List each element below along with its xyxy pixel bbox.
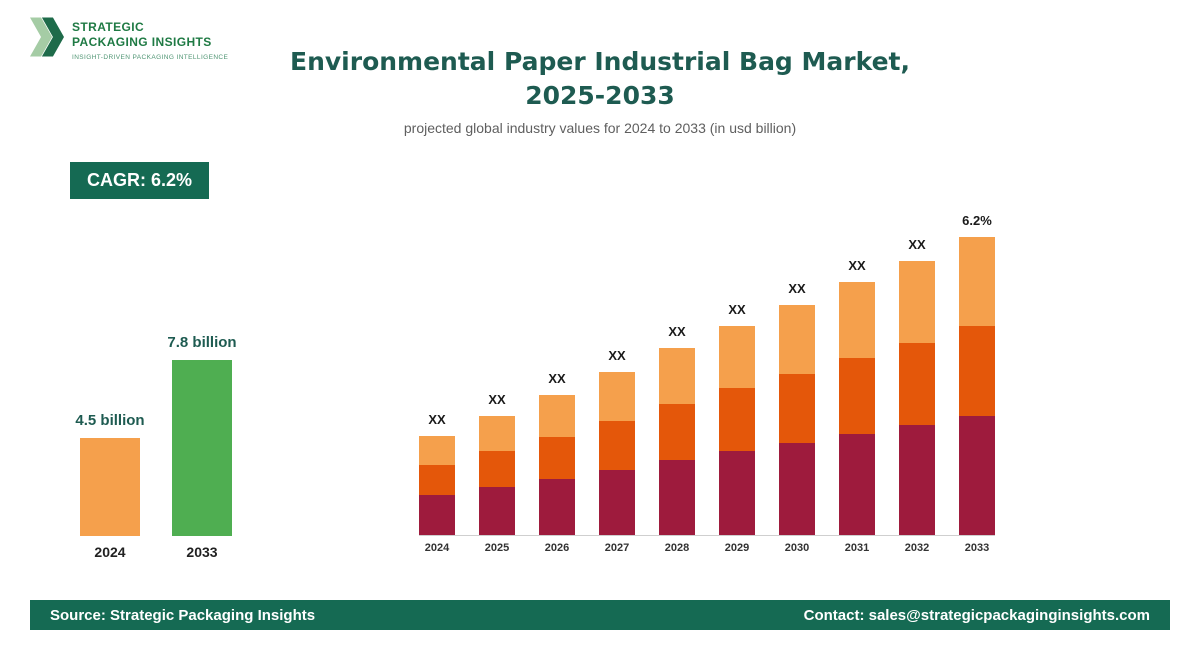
segment-top — [479, 416, 515, 451]
bar-value-label: XX — [728, 302, 746, 317]
projection-year-labels: 2024 2025 2026 2027 2028 2029 2030 2031 2032 2033 — [419, 542, 995, 554]
bar-value-label: XX — [848, 258, 866, 273]
projection-year-label: 2028 — [664, 542, 690, 554]
summary-bar-2024: 4.5 billion — [75, 412, 145, 536]
segment-bottom — [959, 416, 995, 535]
projection-year-label: 2033 — [964, 542, 990, 554]
page-title-line-1: Environmental Paper Industrial Bag Marke… — [290, 47, 910, 76]
stacked-bar-2029: XX — [719, 302, 755, 535]
segment-top — [779, 305, 815, 374]
segment-bottom — [419, 495, 455, 535]
segment-top — [599, 372, 635, 421]
summary-bar — [80, 438, 140, 536]
stacked-bar-2028: XX — [659, 324, 695, 535]
summary-year-label: 2033 — [186, 544, 218, 560]
segment-middle — [419, 465, 455, 495]
projection-year-label: 2029 — [724, 542, 750, 554]
segment-top — [839, 282, 875, 358]
cagr-badge: CAGR: 6.2% — [70, 162, 210, 199]
header: Environmental Paper Industrial Bag Marke… — [0, 45, 1200, 136]
bar-value-label: XX — [488, 392, 506, 407]
bar-value-label: 6.2% — [962, 213, 992, 228]
projection-year-label: 2025 — [484, 542, 510, 554]
bar-value-label: XX — [608, 348, 626, 363]
segment-bottom — [719, 451, 755, 535]
segment-bottom — [599, 470, 635, 535]
segment-middle — [959, 326, 995, 416]
segment-top — [419, 436, 455, 465]
segment-bottom — [779, 443, 815, 535]
segment-bottom — [899, 425, 935, 535]
stacked-bar-2030: XX — [779, 281, 815, 535]
brand-logo: STRATEGIC PACKAGING INSIGHTS INSIGHT-DRI… — [30, 14, 228, 65]
segment-bottom — [539, 479, 575, 535]
segment-top — [719, 326, 755, 388]
segment-middle — [659, 404, 695, 460]
footer-bar: Source: Strategic Packaging Insights Con… — [30, 600, 1170, 630]
projection-year-label: 2027 — [604, 542, 630, 554]
projection-year-label: 2031 — [844, 542, 870, 554]
summary-bars: 4.5 billion 7.8 billion — [75, 310, 240, 536]
segment-bottom — [839, 434, 875, 535]
stacked-bar-2032: XX — [899, 237, 935, 535]
projection-year-label: 2032 — [904, 542, 930, 554]
segment-top — [959, 237, 995, 326]
summary-growth-chart: 4.5 billion 7.8 billion 2024 2033 — [75, 310, 240, 560]
footer-contact: Contact: sales@strategicpackaginginsight… — [803, 606, 1150, 624]
bar-value-label: XX — [548, 371, 566, 386]
projection-bars: XX XX XX XX XX XX XX XX XX 6.2% — [419, 196, 995, 536]
summary-value-label: 7.8 billion — [167, 334, 237, 351]
stacked-bar-2033: 6.2% — [959, 213, 995, 535]
stacked-bar-2026: XX — [539, 371, 575, 535]
segment-top — [899, 261, 935, 343]
logo-line-2: PACKAGING INSIGHTS — [72, 35, 212, 49]
page-title-line-2: 2025-2033 — [525, 81, 675, 110]
footer-source: Source: Strategic Packaging Insights — [50, 606, 316, 624]
segment-middle — [719, 388, 755, 451]
summary-year-labels: 2024 2033 — [80, 544, 240, 560]
bar-value-label: XX — [668, 324, 686, 339]
segment-middle — [599, 421, 635, 470]
stacked-bar-2024: XX — [419, 412, 455, 535]
segment-middle — [779, 374, 815, 443]
projection-year-label: 2026 — [544, 542, 570, 554]
segment-bottom — [479, 487, 515, 535]
projection-year-label: 2030 — [784, 542, 810, 554]
stacked-bar-2027: XX — [599, 348, 635, 535]
summary-bar-2033: 7.8 billion — [167, 334, 237, 536]
segment-bottom — [659, 460, 695, 535]
bar-value-label: XX — [788, 281, 806, 296]
stacked-bar-2025: XX — [479, 392, 515, 535]
summary-value-label: 4.5 billion — [75, 412, 145, 429]
segment-middle — [539, 437, 575, 479]
projection-stacked-chart: XX XX XX XX XX XX XX XX XX 6.2% 2024 2025 2026 2027 2… — [419, 196, 995, 554]
segment-top — [659, 348, 695, 404]
logo-text: STRATEGIC PACKAGING INSIGHTS INSIGHT-DRI… — [72, 14, 228, 61]
logo-tagline: INSIGHT-DRIVEN PACKAGING INTELLIGENCE — [72, 54, 229, 61]
segment-top — [539, 395, 575, 437]
projection-year-label: 2024 — [424, 542, 450, 554]
summary-bar — [172, 360, 232, 536]
logo-line-1: STRATEGIC — [72, 20, 145, 34]
summary-year-label: 2024 — [94, 544, 126, 560]
stacked-bar-2031: XX — [839, 258, 875, 535]
segment-middle — [479, 451, 515, 487]
bar-value-label: XX — [908, 237, 926, 252]
bar-value-label: XX — [428, 412, 446, 427]
segment-middle — [899, 343, 935, 425]
chevron-logo-icon — [30, 14, 64, 65]
page-subtitle: projected global industry values for 202… — [403, 120, 797, 136]
segment-middle — [839, 358, 875, 434]
